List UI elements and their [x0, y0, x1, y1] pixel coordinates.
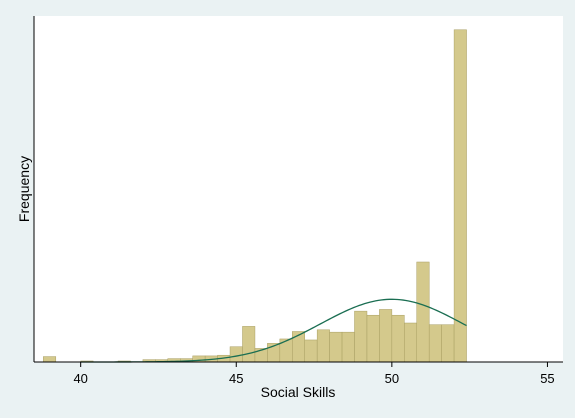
histogram-bar-23	[391, 314, 405, 363]
x-axis-title: Social Skills	[261, 384, 336, 400]
histogram-bar-24	[404, 322, 417, 363]
x-ticks-group: 40 45 50 55	[73, 362, 555, 386]
histogram-bar-15	[292, 331, 305, 363]
histogram-bar-10	[229, 346, 243, 363]
y-axis-title: Frequency	[16, 156, 32, 222]
x-tick-label-40: 40	[73, 371, 87, 386]
x-tick-label-55: 55	[540, 371, 554, 386]
histogram-bar-17	[316, 329, 330, 363]
histogram-bar-28	[453, 29, 467, 363]
histogram-bar-0	[43, 356, 57, 363]
x-tick-label-45: 45	[229, 371, 243, 386]
histogram-bar-21	[366, 314, 380, 363]
histogram-bar-18	[329, 331, 343, 363]
x-tick-label-50: 50	[385, 371, 399, 386]
histogram-bar-25	[416, 261, 430, 363]
plot-area	[34, 16, 563, 362]
histogram-bar-19	[341, 331, 355, 363]
histogram-bar-22	[379, 309, 393, 363]
histogram-bar-16	[304, 339, 318, 363]
histogram-bar-26	[428, 324, 442, 363]
histogram-bar-27	[441, 324, 455, 363]
histogram-bar-20	[354, 310, 368, 363]
histogram-bar-11	[242, 326, 256, 363]
